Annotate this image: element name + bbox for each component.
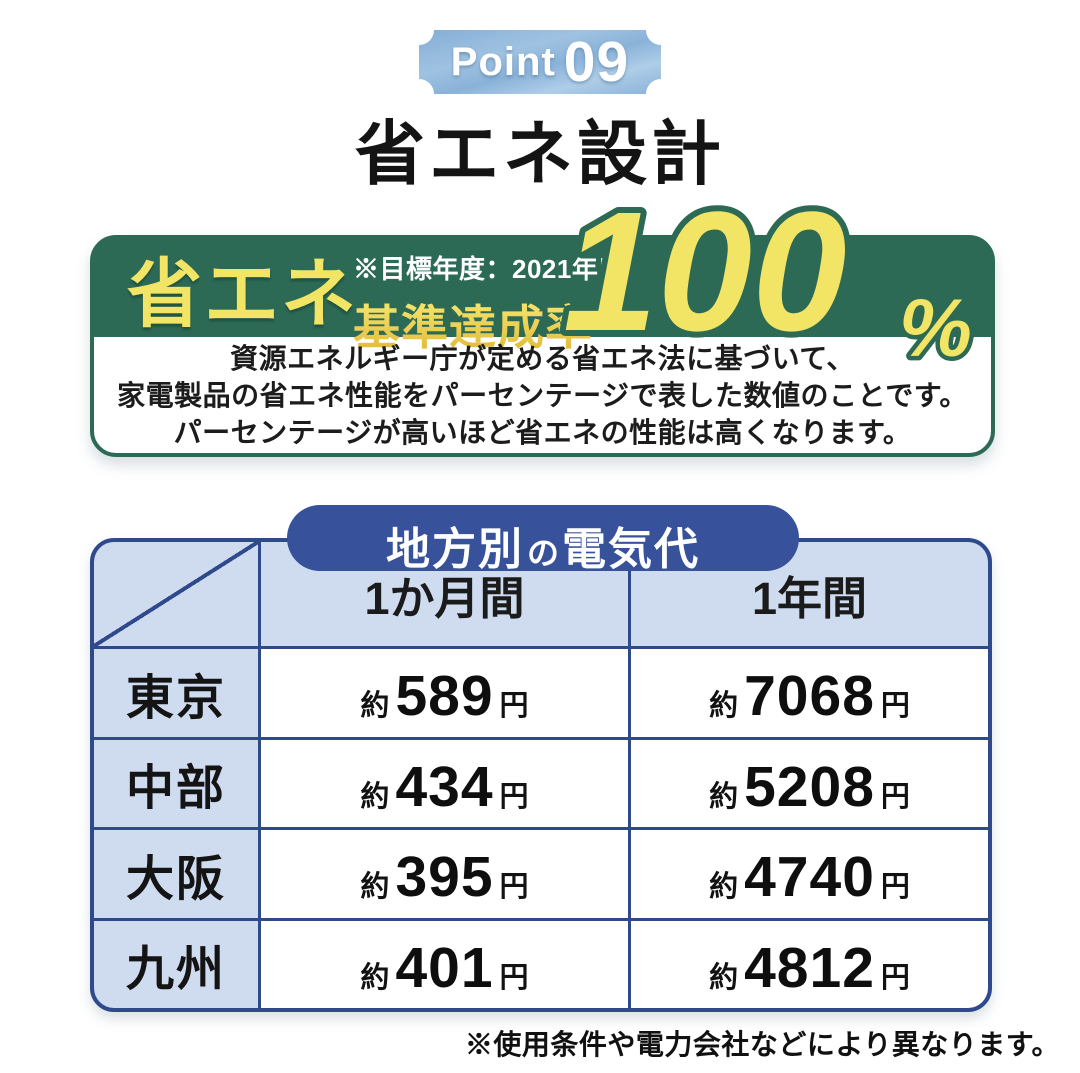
- cost-value: 4740: [744, 845, 875, 909]
- table-title-prefix: 地方別: [385, 525, 524, 574]
- approx-prefix: 約: [360, 780, 390, 813]
- monthly-cost-cell: 約 589 円: [261, 649, 628, 737]
- eco-rate-card: 省エネ ※目標年度：2021年度 基準達成率 100 % 資源エネルギー庁が定め…: [90, 171, 995, 457]
- cost-value: 589: [395, 664, 494, 728]
- yearly-cost-cell: 約 5208 円: [631, 739, 988, 827]
- column-header-year: 1年間: [631, 542, 988, 646]
- region-label-cell: 大阪: [94, 830, 258, 918]
- monthly-cost-cell: 約 434 円: [261, 739, 628, 827]
- currency-unit: 円: [880, 780, 910, 813]
- currency-unit: 円: [499, 780, 529, 813]
- cost-value: 4812: [744, 935, 875, 1000]
- cost-table: 1か月間 1年間 東京 約 589 円 約 7068 円 中部 約 434 円 約 5208 円…: [90, 538, 992, 1012]
- cost-value: 7068: [744, 664, 875, 728]
- cost-value: 434: [395, 754, 494, 819]
- eco-sub-block: ※目標年度：2021年度 基準達成率: [353, 249, 625, 358]
- region-label-cell: 東京: [94, 649, 258, 737]
- approx-prefix: 約: [360, 871, 390, 903]
- point-badge: Point 09: [414, 27, 666, 97]
- region-label-cell: 中部: [94, 739, 258, 827]
- rate-value-graphic: 100 %: [557, 171, 976, 379]
- approx-prefix: 約: [709, 871, 739, 903]
- rate-label: 基準達成率: [353, 289, 625, 358]
- table-footnote: ※使用条件や電力会社などにより異なります。: [464, 1029, 1060, 1060]
- corner-cell-diagonal: [94, 542, 258, 646]
- description-line: パーセンテージが高いほど省エネの性能は高くなります。: [173, 417, 912, 448]
- yearly-cost-cell: 約 4812 円: [631, 920, 988, 1008]
- approx-prefix: 約: [360, 690, 390, 722]
- approx-prefix: 約: [709, 961, 739, 994]
- cost-value: 5208: [744, 754, 875, 819]
- table-title-pill: 地方別 の 電気代: [287, 505, 799, 574]
- target-year-note: ※目標年度：2021年度: [353, 254, 625, 284]
- cost-value: 395: [395, 845, 494, 909]
- approx-prefix: 約: [709, 780, 739, 813]
- currency-unit: 円: [880, 690, 910, 722]
- rate-unit: %: [899, 283, 972, 374]
- table-title-suffix: 電気代: [562, 525, 700, 574]
- page-title: 省エネ設計: [355, 115, 725, 193]
- badge-label: Point: [450, 39, 556, 84]
- currency-unit: 円: [499, 961, 529, 994]
- currency-unit: 円: [499, 871, 529, 903]
- currency-unit: 円: [880, 871, 910, 903]
- monthly-cost-cell: 約 401 円: [261, 920, 628, 1008]
- rate-value: 100: [563, 177, 847, 367]
- description-line: 資源エネルギー庁が定める省エネ法に基づいて、: [230, 343, 855, 374]
- badge-plaque-shape: [419, 30, 661, 94]
- table-title-particle: の: [526, 535, 559, 571]
- approx-prefix: 約: [360, 961, 390, 994]
- eco-card-header: 省エネ ※目標年度：2021年度 基準達成率 100 %: [93, 171, 992, 379]
- yearly-cost-cell: 約 7068 円: [631, 649, 988, 737]
- eco-description: 資源エネルギー庁が定める省エネ法に基づいて、 家電製品の省エネ性能をパーセンテー…: [94, 338, 991, 453]
- badge-text: Point 09: [414, 27, 666, 97]
- region-label-cell: 九州: [94, 920, 258, 1008]
- currency-unit: 円: [499, 690, 529, 722]
- monthly-cost-cell: 約 395 円: [261, 830, 628, 918]
- approx-prefix: 約: [709, 690, 739, 722]
- badge-number: 09: [563, 30, 630, 94]
- currency-unit: 円: [880, 961, 910, 994]
- description-line: 家電製品の省エネ性能をパーセンテージで表した数値のことです。: [117, 380, 968, 411]
- eco-headline: 省エネ: [127, 252, 359, 336]
- cost-value: 401: [395, 935, 494, 1000]
- yearly-cost-cell: 約 4740 円: [631, 830, 988, 918]
